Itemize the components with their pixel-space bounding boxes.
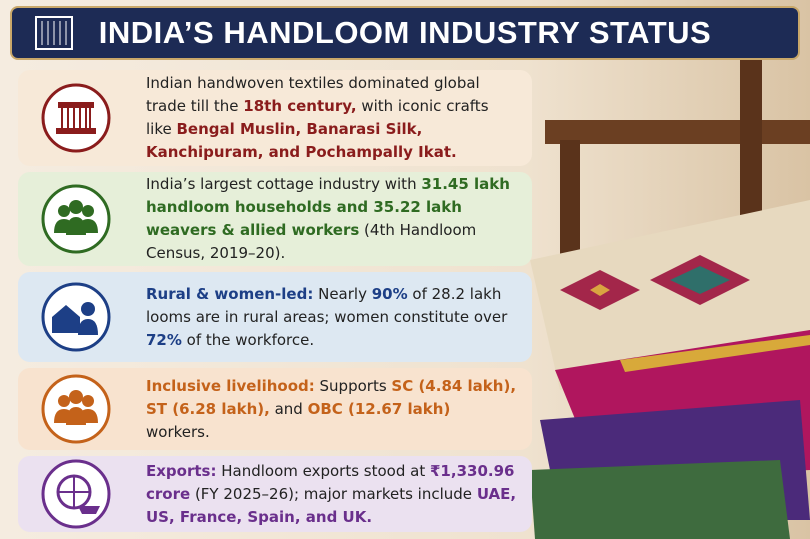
highlight: OBC (12.67 lakh)	[307, 399, 451, 418]
highlight: Inclusive livelihood:	[146, 376, 315, 395]
loom-icon	[35, 16, 73, 50]
highlight: Bengal Muslin, Banarasi Silk, Kanchipura…	[146, 120, 457, 161]
cottage-card: India’s largest cottage industry with 31…	[18, 172, 532, 266]
globe-ship-icon	[41, 459, 111, 529]
text: of 28.2 lakh looms are in rural areas; w…	[146, 284, 508, 326]
house-woman-icon	[41, 282, 111, 352]
text: Supports	[314, 376, 392, 395]
text: with iconic crafts like	[146, 97, 489, 138]
group-icon	[41, 374, 111, 444]
highlight: and	[331, 198, 374, 216]
highlight: 18th century,	[243, 97, 357, 115]
people-icon	[41, 184, 111, 254]
title: INDIA’S HANDLOOM INDUSTRY STATUS	[98, 15, 712, 50]
highlight: Rural & women-led:	[146, 284, 314, 303]
highlight: Exports:	[146, 461, 217, 480]
highlight: 35.22 lakh weavers & allied workers	[146, 198, 462, 239]
livelihood-card: Inclusive livelihood: Supports SC (4.84 …	[18, 368, 532, 450]
text: workers.	[146, 422, 210, 441]
highlight: SC (4.84 lakh), ST (6.28 lakh),	[146, 376, 517, 418]
highlight: 31.45 lakh handloom households	[146, 175, 510, 216]
rural-card: Rural & women-led: Nearly 90% of 28.2 la…	[18, 272, 532, 362]
text: Nearly	[313, 284, 372, 303]
heritage-card: Indian handwoven textiles dominated glob…	[18, 70, 532, 166]
text: Indian handwoven textiles dominated glob…	[146, 74, 480, 115]
title-banner: INDIA’S HANDLOOM INDUSTRY STATUS	[10, 6, 800, 60]
highlight: ₹1,330.96 crore	[146, 461, 515, 503]
highlight: UAE, US, France, Spain, and UK.	[146, 484, 517, 526]
text: and	[269, 399, 308, 418]
loom-icon	[41, 83, 111, 153]
card-text: Inclusive livelihood: Supports SC (4.84 …	[146, 375, 518, 444]
text: (4th Handloom Census, 2019–20).	[146, 221, 477, 262]
highlight: 90%	[371, 284, 408, 303]
text: Handloom exports stood at	[216, 461, 430, 480]
text: India’s largest cottage industry with	[146, 175, 422, 193]
card-text: Rural & women-led: Nearly 90% of 28.2 la…	[146, 283, 518, 352]
exports-card: Exports: Handloom exports stood at ₹1,33…	[18, 456, 532, 532]
card-text: Exports: Handloom exports stood at ₹1,33…	[146, 460, 518, 529]
card-text: India’s largest cottage industry with 31…	[146, 173, 518, 265]
text: of the workforce.	[181, 330, 315, 349]
text: (FY 2025–26); major markets include	[190, 484, 477, 503]
card-text: Indian handwoven textiles dominated glob…	[146, 72, 518, 164]
highlight: 72%	[146, 330, 182, 349]
